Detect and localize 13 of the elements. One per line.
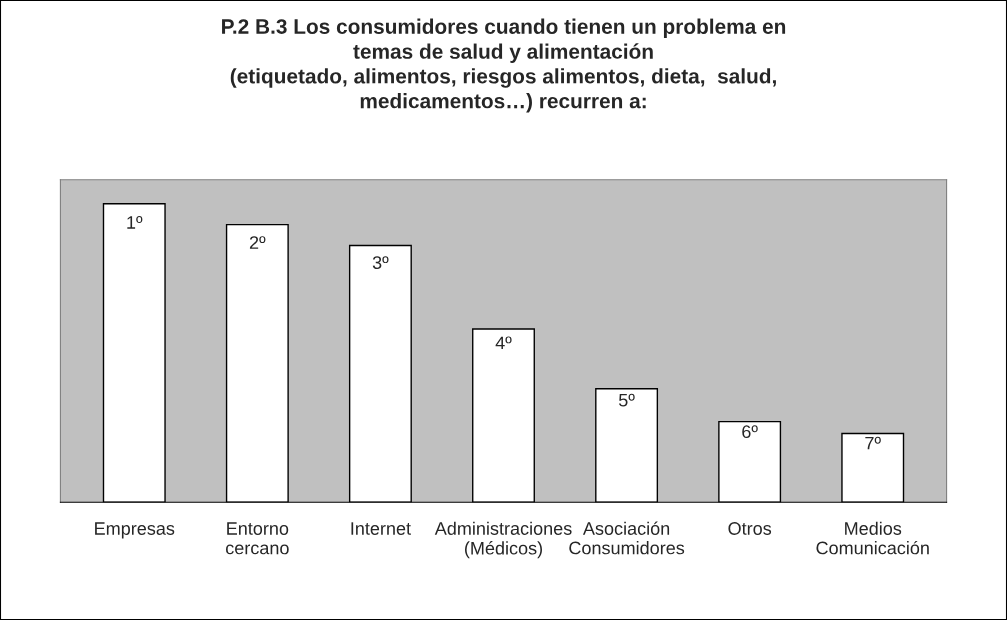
x-tick-label: Medios Comunicación — [816, 521, 929, 555]
x-tick-label: Otros — [728, 522, 772, 535]
annotation: 7º — [865, 436, 881, 450]
annotation: 5º — [618, 393, 635, 407]
annotation: 2º — [249, 236, 266, 249]
x-tick-label: Internet — [351, 522, 411, 535]
annotation: 3º — [372, 256, 389, 270]
x-tick-label: Entorno cercano — [226, 522, 289, 555]
annotation: 1º — [127, 216, 143, 229]
x-tick-label: Empresas — [95, 522, 175, 539]
annotation: 6º — [742, 425, 758, 439]
annotation: 4º — [495, 336, 512, 350]
chart-title: P.2 B.3 Los consumidores cuando tienen un problema en temas de salud y alimentación (etiquetado, alimentos, riesgos alimentos, dieta, salud, medicamentos…) recurren a: — [222, 18, 786, 113]
